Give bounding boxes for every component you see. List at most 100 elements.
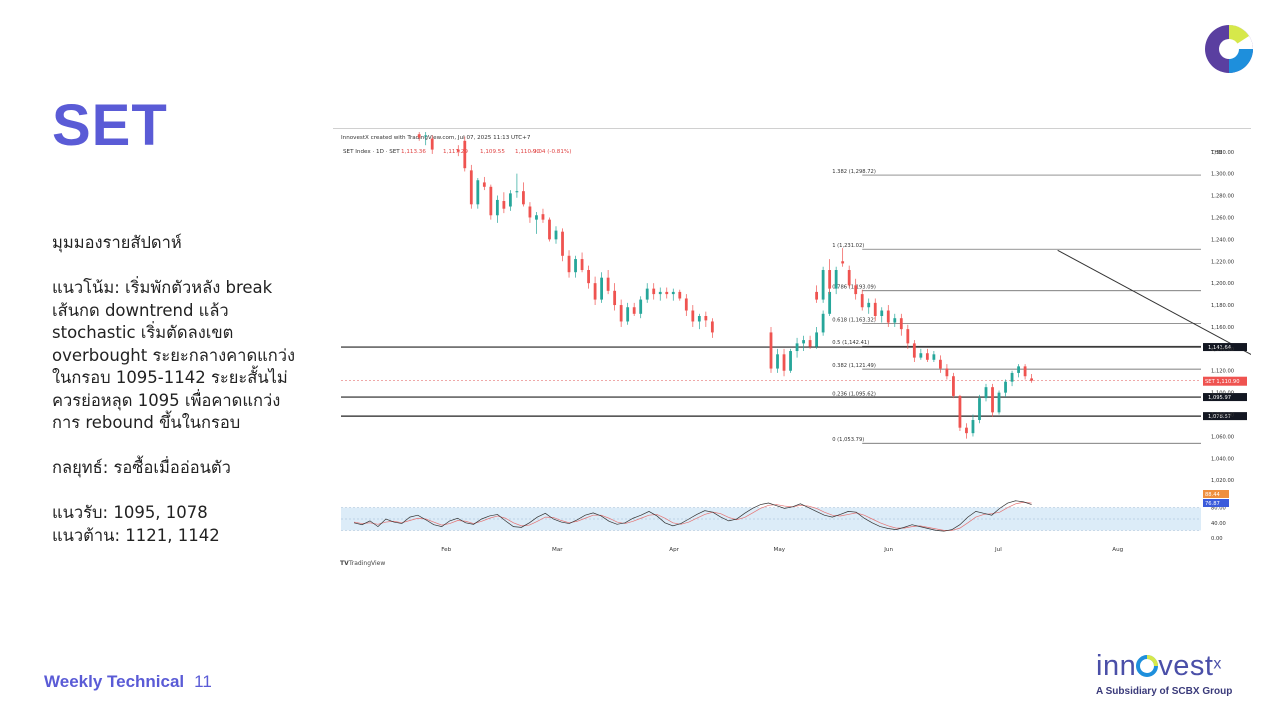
- x-tick-label: Jul: [994, 547, 1002, 553]
- stochastic-tick: 40.00: [1211, 521, 1226, 527]
- ohlc-change: -9.04 (-0.81%): [531, 149, 571, 155]
- fib-level-label: 0.236 (1,095.62): [832, 391, 876, 397]
- stochastic-tick: 0.00: [1211, 536, 1223, 542]
- candle-body: [665, 291, 669, 295]
- y-tick-label: 1,120.00: [1211, 369, 1234, 375]
- candle-body: [1017, 366, 1020, 373]
- candle-body: [873, 302, 877, 316]
- candle-body: [847, 270, 851, 286]
- x-tick-label: Jun: [883, 547, 893, 553]
- candle-body: [808, 340, 812, 347]
- candle-body: [645, 288, 649, 300]
- price-tag: [1203, 343, 1247, 352]
- x-tick-label: May: [774, 547, 786, 553]
- candle-body: [906, 329, 910, 344]
- candle-body: [893, 318, 897, 323]
- trend-line: overbought ระยะกลางคาดแกว่ง: [52, 345, 296, 365]
- x-tick-label: Apr: [669, 547, 679, 553]
- trend-line: ควรย่อหลุด 1095 เพื่อคาดแกว่ง: [52, 390, 281, 410]
- candle-body: [528, 206, 532, 218]
- stochastic-d-tag: [1203, 499, 1229, 507]
- y-tick-label: 1,280.00: [1211, 194, 1234, 200]
- candle-body: [938, 359, 942, 369]
- trend-line: เส้นกด downtrend แล้ว: [52, 300, 229, 320]
- candle-body: [821, 270, 825, 300]
- slide-title: SET: [52, 93, 168, 158]
- brand-suffix: vest: [1158, 650, 1214, 682]
- price-axis: SET 1,110.90 1,141.64 1,095.97 1,078.57 1,32…: [441, 150, 1247, 553]
- fib-level-label: 0 (1,053.79): [832, 437, 864, 443]
- candle-body: [997, 392, 1001, 413]
- trend-line: stochastic เริ่มตัดลงเขต: [52, 323, 234, 342]
- candle-body: [469, 170, 473, 205]
- set-index-chart: InnovestX created with TradingView.com, …: [333, 128, 1251, 568]
- candle-body: [860, 294, 864, 308]
- candle-body: [632, 307, 636, 314]
- candle-body: [456, 149, 460, 152]
- page-number: 11: [194, 672, 212, 691]
- stochastic-k-label: 88.44: [1205, 492, 1221, 498]
- candle-body: [899, 318, 903, 330]
- candle-body: [561, 231, 564, 256]
- candle-body: [417, 134, 421, 138]
- candle-body: [684, 298, 688, 311]
- price-plot: 1.382 (1,298.72) 1 (1,231.02) 0.786 (1,193…: [341, 132, 1251, 444]
- candle-body: [802, 340, 805, 344]
- y-tick-label: 1,240.00: [1211, 237, 1234, 243]
- y-tick-label: 1,180.00: [1211, 303, 1234, 309]
- x-tick-label: Aug: [1112, 547, 1123, 553]
- candle-body: [958, 395, 962, 428]
- candle-body: [867, 302, 871, 308]
- last-price-tag: [1203, 376, 1247, 386]
- candle-body: [639, 299, 643, 314]
- candle-body: [1023, 366, 1027, 377]
- candle-body: [952, 376, 955, 396]
- candle-body: [880, 310, 884, 316]
- candle-body: [795, 343, 799, 352]
- candle-body: [482, 182, 486, 187]
- candle-body: [463, 140, 467, 169]
- stochastic-d-label: 76.87: [1205, 501, 1220, 507]
- brand-superscript: x: [1213, 655, 1222, 673]
- candle-body: [815, 291, 819, 300]
- candle-body: [424, 135, 428, 137]
- candle-body: [691, 310, 695, 322]
- notes-heading: มุมมองรายสัปดาห์: [52, 233, 182, 252]
- candle-body: [841, 261, 845, 264]
- candle-body: [502, 201, 506, 209]
- footer: Weekly Technical 11: [44, 672, 212, 692]
- candle-body: [945, 368, 949, 377]
- price-tag-label: 1,095.97: [1208, 395, 1231, 401]
- candle-body: [535, 215, 538, 220]
- candle-body: [978, 398, 981, 421]
- candle-body: [854, 285, 858, 295]
- candle-body: [886, 310, 890, 323]
- candle-body: [789, 351, 792, 371]
- fib-level-label: 0.786 (1,193.09): [832, 285, 876, 291]
- candle-body: [991, 387, 994, 413]
- candle-body: [776, 354, 779, 369]
- candle-body: [619, 305, 623, 322]
- candle-body: [925, 353, 929, 360]
- candle-body: [678, 291, 682, 299]
- candle-body: [971, 420, 975, 434]
- stochastic-k-tag: [1203, 490, 1229, 498]
- candle-body: [508, 193, 512, 207]
- candle-body: [495, 199, 499, 216]
- price-tag-label: 1,141.64: [1208, 345, 1232, 351]
- innovestx-brand: inn vestx A Subsidiary of SCBX Group: [1096, 650, 1256, 700]
- brand-o-icon: [1136, 655, 1159, 677]
- price-tag: [1203, 412, 1247, 421]
- x-tick-label: Mar: [552, 547, 563, 553]
- y-tick-label: 1,320.00: [1211, 150, 1234, 156]
- candle-body: [710, 321, 714, 333]
- candle-body: [782, 354, 786, 371]
- stochastic-tick: 80.00: [1211, 506, 1226, 512]
- candle-body: [821, 313, 825, 333]
- candle-body: [580, 259, 584, 271]
- candle-body: [912, 343, 916, 358]
- candle-body: [600, 277, 604, 300]
- candle-body: [769, 332, 773, 369]
- candle-body: [828, 270, 832, 289]
- trend-line: การ rebound ขึ้นในกรอบ: [52, 413, 241, 432]
